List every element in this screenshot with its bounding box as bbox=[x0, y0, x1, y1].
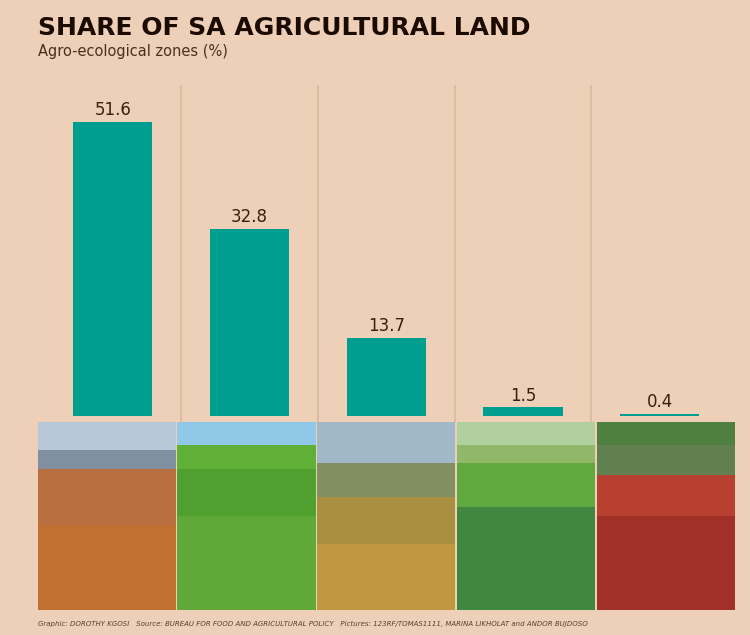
Text: Agro-ecological zones (%): Agro-ecological zones (%) bbox=[38, 44, 227, 60]
Text: 32.8: 32.8 bbox=[231, 208, 268, 226]
Bar bbox=[210, 229, 290, 416]
Text: 13.7: 13.7 bbox=[368, 317, 405, 335]
Bar bbox=[483, 408, 562, 416]
Text: SHARE OF SA AGRICULTURAL LAND: SHARE OF SA AGRICULTURAL LAND bbox=[38, 16, 530, 40]
Bar bbox=[620, 413, 700, 416]
Text: 51.6: 51.6 bbox=[94, 102, 131, 119]
Bar bbox=[73, 122, 152, 416]
Bar bbox=[346, 338, 426, 416]
Text: Graphic: DOROTHY KGOSI   Source: BUREAU FOR FOOD AND AGRICULTURAL POLICY   Pictu: Graphic: DOROTHY KGOSI Source: BUREAU FO… bbox=[38, 621, 587, 627]
Text: 1.5: 1.5 bbox=[510, 387, 536, 404]
Text: 0.4: 0.4 bbox=[646, 393, 673, 411]
